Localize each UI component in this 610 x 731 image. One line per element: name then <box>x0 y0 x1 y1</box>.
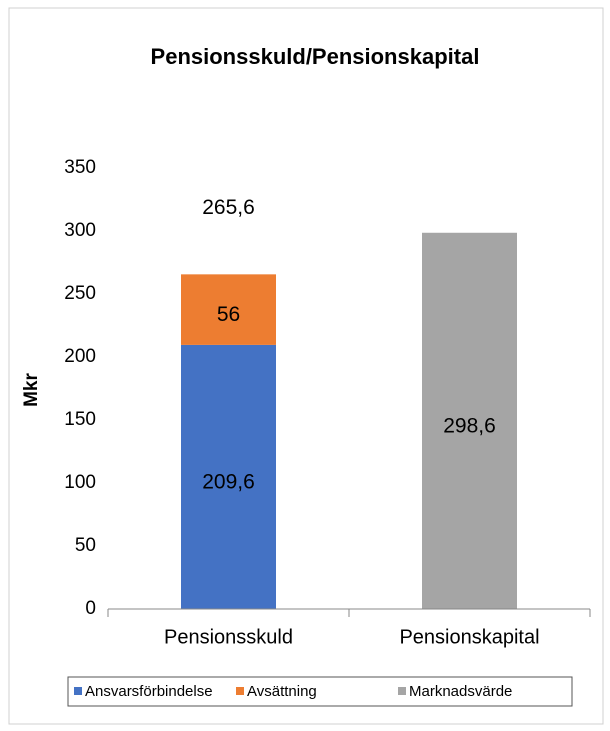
y-tick-label: 50 <box>75 535 96 556</box>
legend-label: Marknadsvärde <box>409 683 512 700</box>
legend-swatch <box>236 687 244 695</box>
legend-swatch <box>398 687 406 695</box>
x-tick-label: Pensionsskuld <box>164 626 293 648</box>
y-tick-label: 250 <box>64 283 96 304</box>
y-tick-label: 0 <box>85 598 96 619</box>
legend-box <box>67 676 573 707</box>
bar-segment <box>181 274 276 345</box>
legend-label: Avsättning <box>247 683 317 700</box>
total-label: 265,6 <box>202 196 255 219</box>
y-axis-label: Mkr <box>21 373 42 407</box>
y-tick-label: 350 <box>64 157 96 178</box>
legend-label: Ansvarsförbindelse <box>85 683 213 700</box>
bar-segment <box>422 232 517 610</box>
bar-segment <box>181 344 276 609</box>
y-tick-label: 150 <box>64 409 96 430</box>
value-label: 56 <box>217 303 240 326</box>
value-label: 298,6 <box>443 414 496 437</box>
legend-swatch <box>74 687 82 695</box>
x-tick-label: Pensionskapital <box>399 626 539 648</box>
y-tick-label: 100 <box>64 472 96 493</box>
value-label: 209,6 <box>202 470 255 493</box>
y-tick-label: 300 <box>64 220 96 241</box>
y-tick-label: 200 <box>64 346 96 367</box>
chart-title: Pensionsskuld/Pensionskapital <box>151 44 480 69</box>
